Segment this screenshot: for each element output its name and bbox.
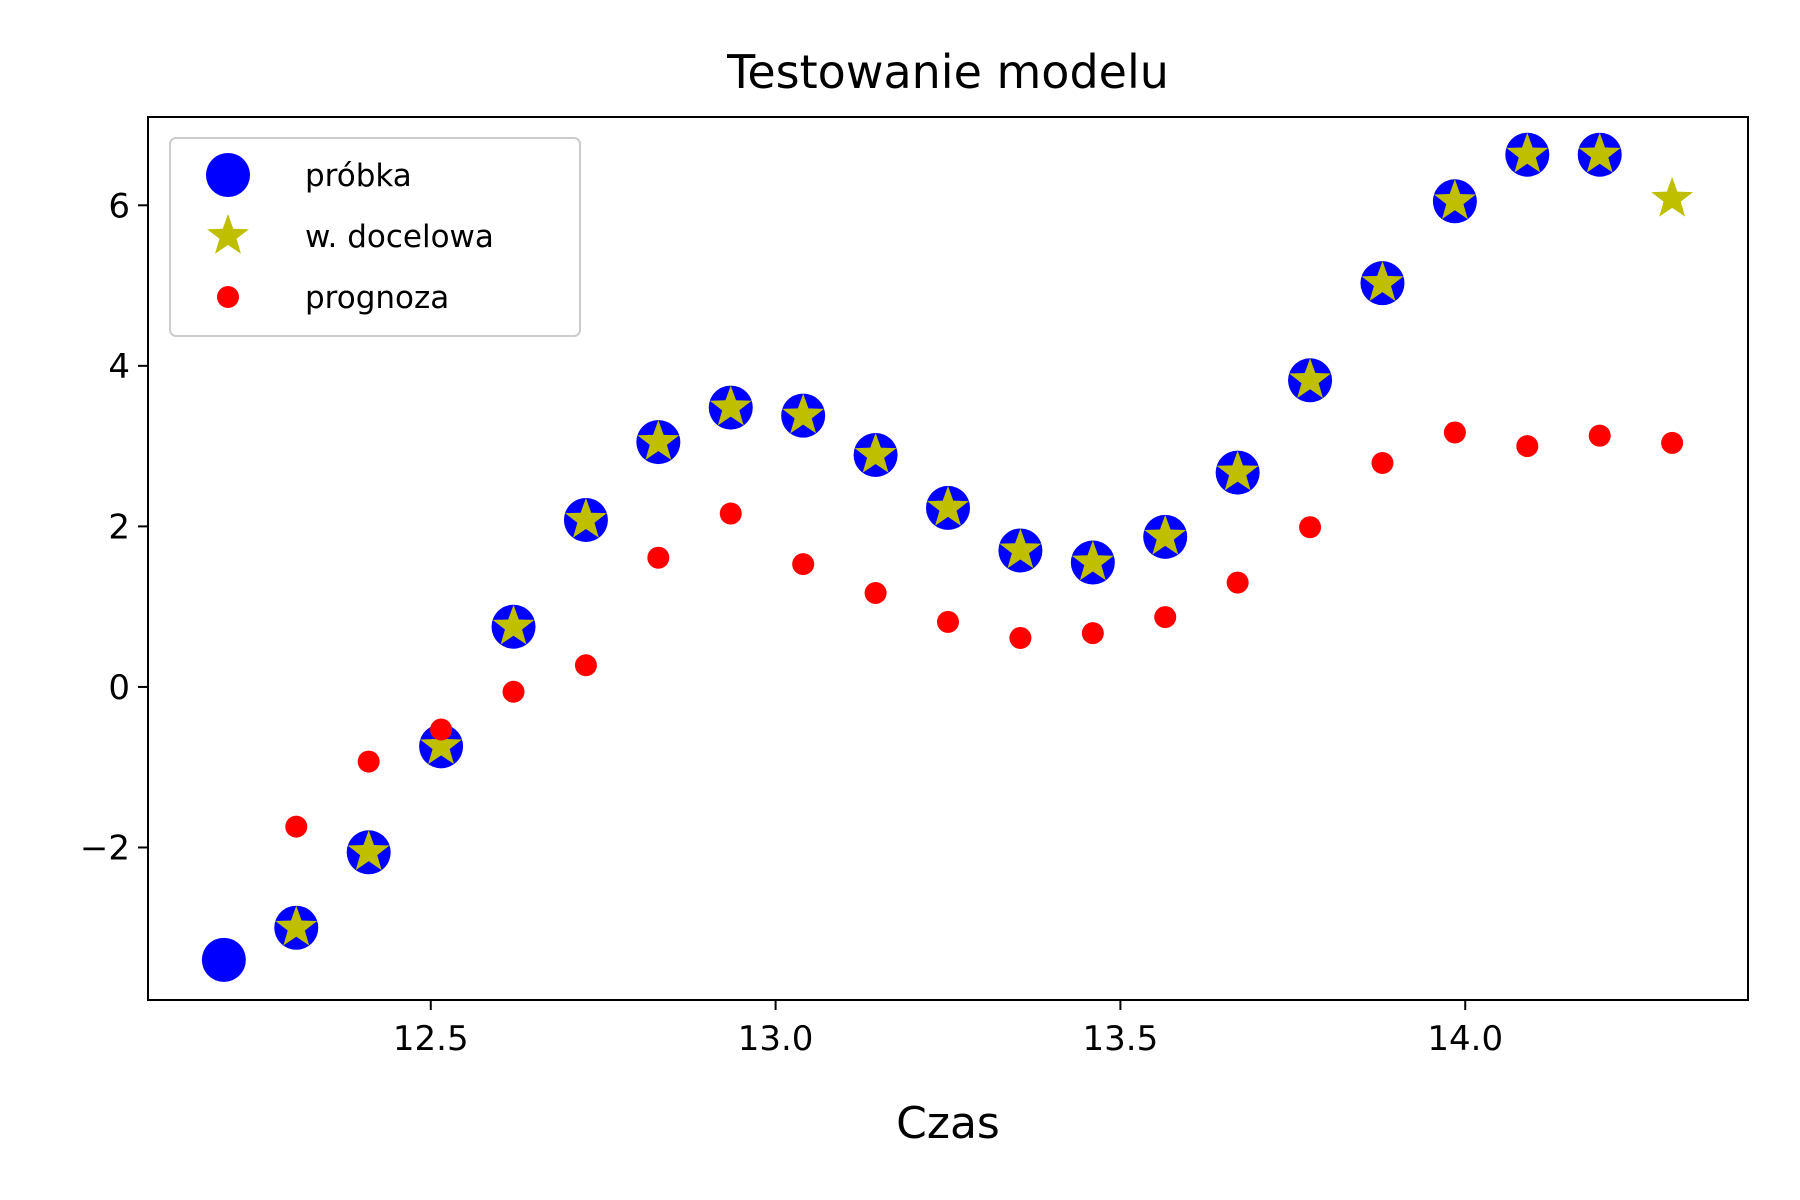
data-point xyxy=(347,830,390,871)
data-point xyxy=(1371,451,1394,474)
data-point xyxy=(1661,431,1684,454)
x-tick-label: 12.5 xyxy=(393,1019,469,1059)
data-point xyxy=(1433,179,1476,220)
data-point xyxy=(1588,424,1611,447)
series-1 xyxy=(201,132,1622,982)
x-tick-label: 13.0 xyxy=(738,1019,814,1059)
data-point xyxy=(275,905,318,946)
data-point xyxy=(709,385,752,426)
legend-box xyxy=(169,137,581,337)
x-axis: 12.5 13.0 13.5 14.0 xyxy=(393,1000,1503,1059)
data-point xyxy=(864,582,887,605)
legend-item: próbka xyxy=(206,153,412,197)
legend-item: prognoza xyxy=(217,280,449,316)
series-2 xyxy=(275,132,1694,946)
legend-label: próbka xyxy=(305,158,412,194)
x-tick-label: 14.0 xyxy=(1427,1019,1503,1059)
chart-title: Testowanie modelu xyxy=(726,45,1169,99)
data-point xyxy=(1009,626,1032,649)
data-point xyxy=(854,432,897,473)
y-tick-label: 6 xyxy=(108,186,130,226)
data-point xyxy=(792,553,815,576)
data-point xyxy=(492,604,535,645)
y-tick-label: 0 xyxy=(108,668,130,708)
data-point xyxy=(719,502,742,525)
data-point xyxy=(1071,540,1114,581)
x-axis-label: Czas xyxy=(896,1098,1000,1149)
legend-item: w. docelowa xyxy=(207,214,494,255)
data-point xyxy=(1154,606,1177,629)
data-point xyxy=(1578,132,1621,173)
data-point xyxy=(285,815,308,838)
series-3 xyxy=(285,421,1684,838)
data-point xyxy=(637,420,680,460)
data-point xyxy=(1651,176,1694,217)
data-point xyxy=(647,546,670,569)
legend-marker xyxy=(206,153,250,197)
data-point xyxy=(782,393,825,434)
data-point xyxy=(1443,421,1466,444)
legend-label: w. docelowa xyxy=(305,219,494,255)
y-tick-label: 4 xyxy=(108,347,130,387)
legend-label: prognoza xyxy=(305,280,449,316)
data-point xyxy=(999,528,1042,569)
y-tick-label: 2 xyxy=(108,507,130,547)
data-point xyxy=(420,724,463,765)
plot-area-frame xyxy=(147,116,1749,1001)
data-point xyxy=(201,937,246,982)
plot-marks xyxy=(201,132,1694,982)
data-point xyxy=(1081,622,1104,645)
legend: próbka w. docelowa prognoza xyxy=(169,137,581,337)
legend-marker xyxy=(217,286,239,308)
data-point xyxy=(1289,358,1331,399)
data-point xyxy=(1506,132,1549,173)
data-point xyxy=(1299,516,1322,539)
y-axis: −2 0 2 4 6 xyxy=(80,186,148,868)
data-point xyxy=(357,750,380,773)
data-point xyxy=(937,610,959,633)
data-point xyxy=(574,654,597,677)
data-point xyxy=(1144,514,1187,555)
data-point xyxy=(1361,261,1404,301)
data-point xyxy=(502,680,525,703)
data-point xyxy=(430,718,453,741)
data-point xyxy=(565,497,607,538)
data-point xyxy=(1216,450,1259,491)
y-tick-label: −2 xyxy=(80,828,130,868)
data-point xyxy=(1516,435,1539,458)
legend-marker xyxy=(207,214,249,254)
data-point xyxy=(1226,571,1249,594)
x-tick-label: 13.5 xyxy=(1083,1019,1159,1059)
data-point xyxy=(927,485,969,526)
